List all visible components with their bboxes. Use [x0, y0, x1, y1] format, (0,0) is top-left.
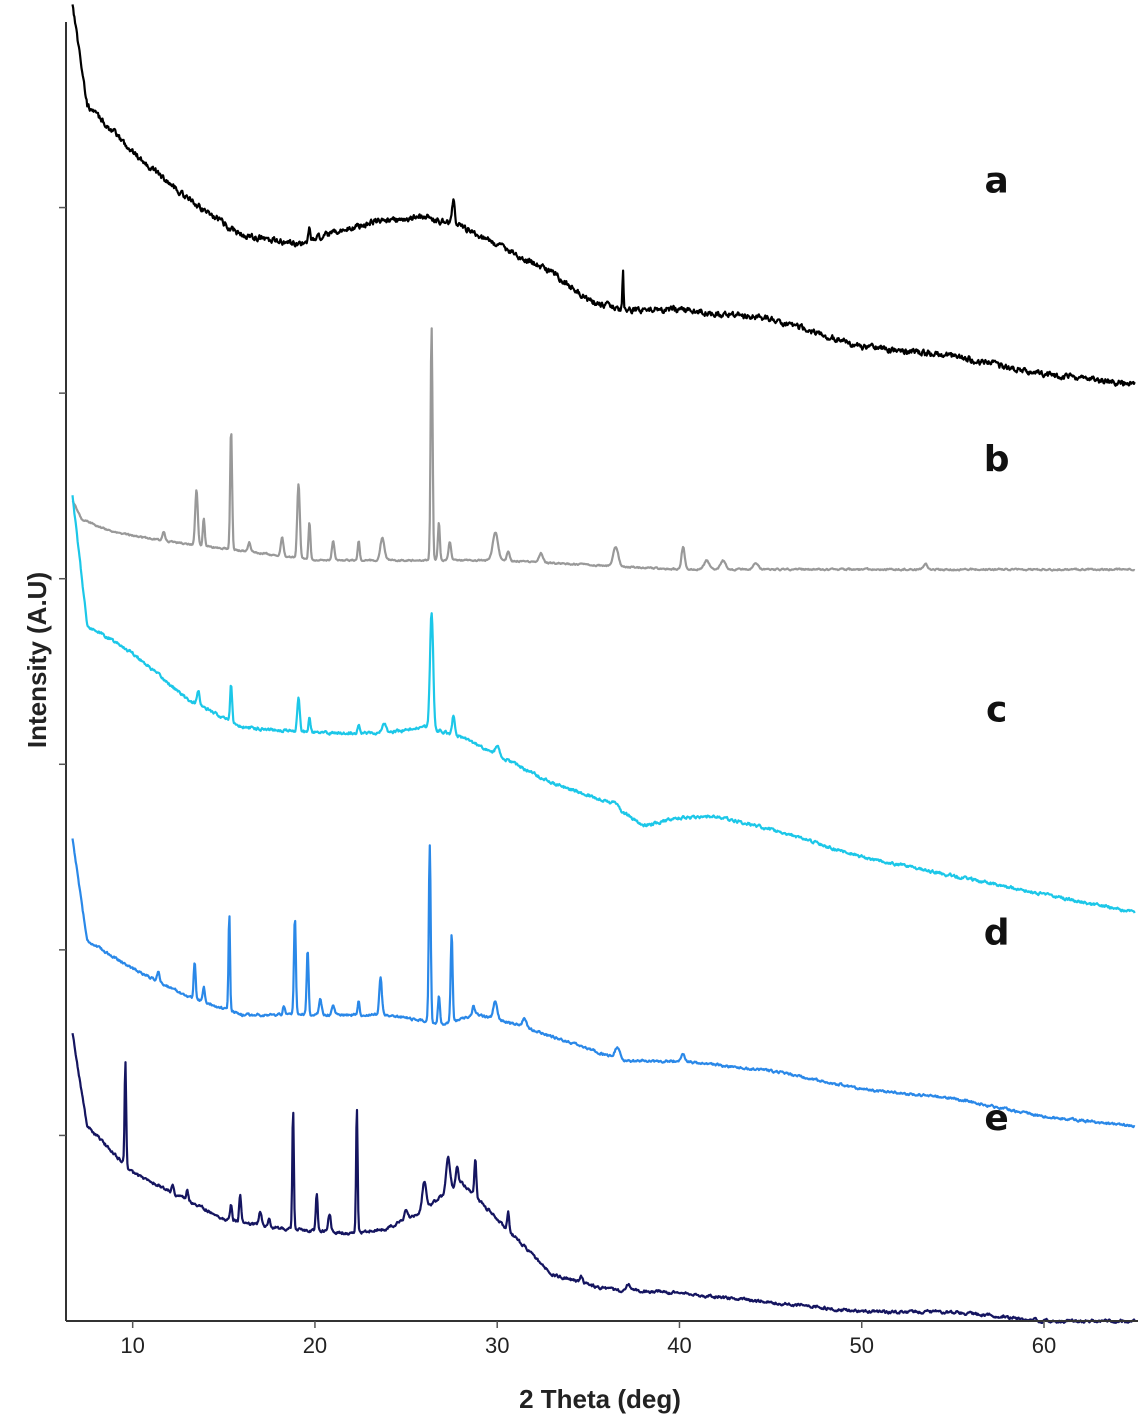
x-axis-title: 2 Theta (deg) — [519, 1384, 681, 1414]
series-labels: a b c d e — [984, 161, 1010, 1139]
series-c-line — [71, 495, 1136, 914]
series-layer — [71, 4, 1136, 1324]
series-e-label: e — [984, 1098, 1008, 1139]
x-tick-label: 10 — [120, 1333, 144, 1358]
series-b-label: b — [984, 439, 1010, 480]
series-b-line — [71, 327, 1136, 572]
series-a-label: a — [984, 161, 1008, 202]
series-e-line — [71, 1032, 1136, 1324]
x-tick-label: 60 — [1032, 1333, 1056, 1358]
x-tick-label: 30 — [485, 1333, 509, 1358]
axes: 10 20 30 40 50 60 — [59, 22, 1138, 1358]
x-tick-label: 50 — [849, 1333, 873, 1358]
series-a-line — [71, 4, 1136, 387]
series-d-line — [71, 838, 1136, 1129]
y-axis-title: Intensity (A.U) — [22, 572, 52, 748]
series-d-label: d — [984, 912, 1010, 953]
x-tick-label: 20 — [303, 1333, 327, 1358]
x-tick-label: 40 — [667, 1333, 691, 1358]
series-c-label: c — [986, 690, 1007, 731]
